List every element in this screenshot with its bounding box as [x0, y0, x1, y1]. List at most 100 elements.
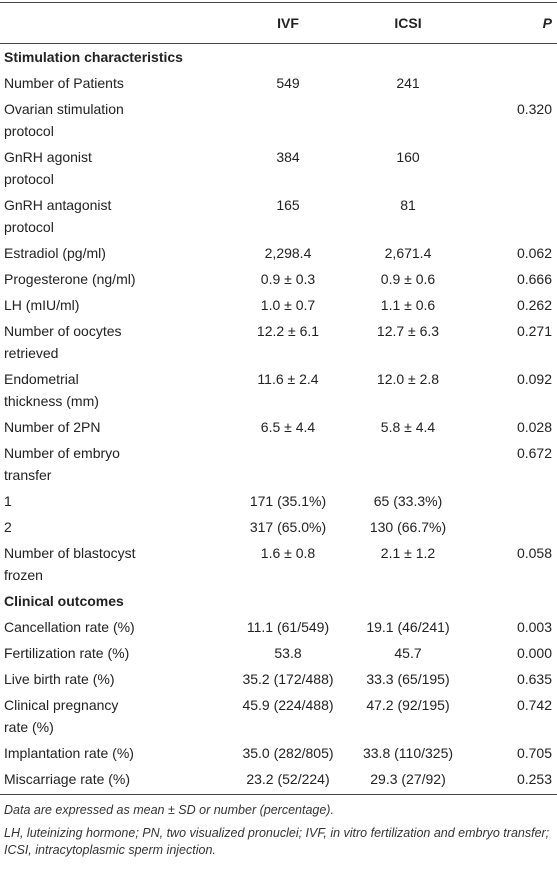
cell: 45.9 (224/488): [242, 697, 334, 713]
table-row: Number of embryo transfer 0.672: [0, 440, 557, 488]
cell: 6.5 ± 4.4: [260, 419, 316, 435]
table-row: Ovarian stimulation protocol 0.320: [0, 96, 557, 144]
table-row: Endometrial thickness (mm) 11.6 ± 2.4 12.0…: [0, 366, 557, 414]
cell: 47.2 (92/195): [366, 697, 450, 713]
cell: 12.0 ± 2.8: [376, 371, 440, 387]
row-label: LH (mIU/ml): [4, 297, 80, 313]
table-row: Live birth rate (%) 35.2 (172/488) 33.3 (6…: [0, 666, 557, 692]
row-label: Progesterone (ng/ml): [4, 271, 136, 287]
cell: 33.3 (65/195): [366, 671, 450, 687]
table-row: LH (mIU/ml) 1.0 ± 0.7 1.1 ± 0.6 0.262: [0, 292, 557, 318]
table-row: Progesterone (ng/ml) 0.9 ± 0.3 0.9 ± 0.6 0.…: [0, 266, 557, 292]
cell: 45.7: [394, 645, 422, 661]
table-header: IVF ICSI P: [0, 2, 557, 44]
empty-cell: [460, 144, 557, 192]
table-row: Clinical pregnancy rate (%) 45.9 (224/488…: [0, 692, 557, 740]
header-cell: ICSI: [356, 2, 460, 44]
empty-cell: [220, 96, 356, 144]
cell: 19.1 (46/241): [366, 619, 450, 635]
table-row: Fertilization rate (%) 53.8 45.7 0.000: [0, 640, 557, 666]
cell: 0.9 ± 0.6: [380, 271, 436, 287]
empty-cell: [460, 70, 557, 96]
cell: 11.1 (61/549): [246, 619, 330, 635]
cell: 0.320: [516, 101, 552, 117]
cell: 1.1 ± 0.6: [380, 297, 436, 313]
cell: 12.7 ± 6.3: [376, 323, 440, 339]
table-row: GnRH agonist protocol 384 160: [0, 144, 557, 192]
cell: 549: [276, 75, 300, 91]
header-cell: P: [460, 2, 557, 44]
results-table: IVF ICSI P Stimulation characteristics Nu…: [0, 2, 557, 795]
cell: 0.705: [516, 745, 552, 761]
cell: 160: [396, 149, 420, 165]
cell: 0.666: [516, 271, 552, 287]
row-label: Number of 2PN: [4, 419, 101, 435]
table-row: Implantation rate (%) 35.0 (282/805) 33.8 …: [0, 740, 557, 766]
empty-cell: [460, 192, 557, 240]
empty-cell: [460, 514, 557, 540]
cell: 0.253: [460, 766, 557, 795]
cell: 130 (66.7%): [369, 519, 447, 535]
section-heading: Clinical outcomes: [4, 593, 124, 609]
cell: 65 (33.3%): [373, 493, 443, 509]
cell: 35.2 (172/488): [242, 671, 334, 687]
header-blank: [0, 2, 220, 44]
row-label: Clinical pregnancy rate (%): [4, 697, 119, 735]
row-label: GnRH agonist protocol: [4, 149, 92, 187]
empty-cell: [220, 440, 356, 488]
cell: 1.6 ± 0.8: [260, 545, 316, 561]
cell: 0.062: [516, 245, 552, 261]
table-row: 1 171 (35.1%) 65 (33.3%): [0, 488, 557, 514]
footnotes: Data are expressed as mean ± SD or numbe…: [0, 795, 557, 859]
section-heading: Stimulation characteristics: [4, 49, 183, 65]
cell: 33.8 (110/325): [362, 745, 454, 761]
cell: 2,298.4: [264, 245, 312, 261]
cell: 29.3 (27/92): [356, 766, 460, 795]
cell: 35.0 (282/805): [242, 745, 334, 761]
cell: 1.0 ± 0.7: [260, 297, 316, 313]
row-label: Live birth rate (%): [4, 671, 115, 687]
cell: 0.271: [516, 323, 552, 339]
header-row: IVF ICSI P: [0, 2, 557, 44]
table-row: Miscarriage rate (%) 23.2 (52/224) 29.3 (2…: [0, 766, 557, 795]
cell: 171 (35.1%): [249, 493, 327, 509]
cell: 0.672: [516, 445, 552, 461]
table-row: Number of oocytes retrieved 12.2 ± 6.1 12.…: [0, 318, 557, 366]
table-row: Stimulation characteristics: [0, 44, 557, 71]
cell: 11.6 ± 2.4: [257, 371, 319, 387]
row-label: Number of blastocyst frozen: [4, 545, 136, 583]
row-label: Estradiol (pg/ml): [4, 245, 106, 261]
table-body: Stimulation characteristics Number of Pat…: [0, 44, 557, 795]
empty-cell: [460, 488, 557, 514]
empty-cell: [356, 96, 460, 144]
row-label: Number of oocytes retrieved: [4, 323, 122, 361]
table-row: Number of blastocyst frozen 1.6 ± 0.8 2.1 …: [0, 540, 557, 588]
cell: 2,671.4: [384, 245, 432, 261]
table-row: GnRH antagonist protocol 165 81: [0, 192, 557, 240]
cell: 165: [276, 197, 300, 213]
cell: 2.1 ± 1.2: [380, 545, 436, 561]
table-row: Cancellation rate (%) 11.1 (61/549) 19.1 (…: [0, 614, 557, 640]
table-row: Estradiol (pg/ml) 2,298.4 2,671.4 0.062: [0, 240, 557, 266]
table-row: Number of Patients 549 241: [0, 70, 557, 96]
row-label: Fertilization rate (%): [4, 645, 130, 661]
cell: 12.2 ± 6.1: [256, 323, 320, 339]
cell: 0.742: [516, 697, 552, 713]
row-label: Ovarian stimulation protocol: [4, 101, 124, 139]
header-cell: IVF: [220, 2, 356, 44]
cell: 53.8: [274, 645, 302, 661]
row-label: GnRH antagonist protocol: [4, 197, 112, 235]
footnote: Data are expressed as mean ± SD or numbe…: [4, 803, 334, 817]
table-row: Clinical outcomes: [0, 588, 557, 614]
cell: 81: [400, 197, 416, 213]
cell: 317 (65.0%): [249, 519, 327, 535]
table-row: Number of 2PN 6.5 ± 4.4 5.8 ± 4.4 0.028: [0, 414, 557, 440]
empty-cell: [356, 440, 460, 488]
cell: 23.2 (52/224): [220, 766, 356, 795]
cell: 0.058: [516, 545, 552, 561]
cell: 384: [276, 149, 300, 165]
row-label: Cancellation rate (%): [4, 619, 135, 635]
cell: 0.028: [516, 419, 552, 435]
cell: 0.003: [516, 619, 552, 635]
